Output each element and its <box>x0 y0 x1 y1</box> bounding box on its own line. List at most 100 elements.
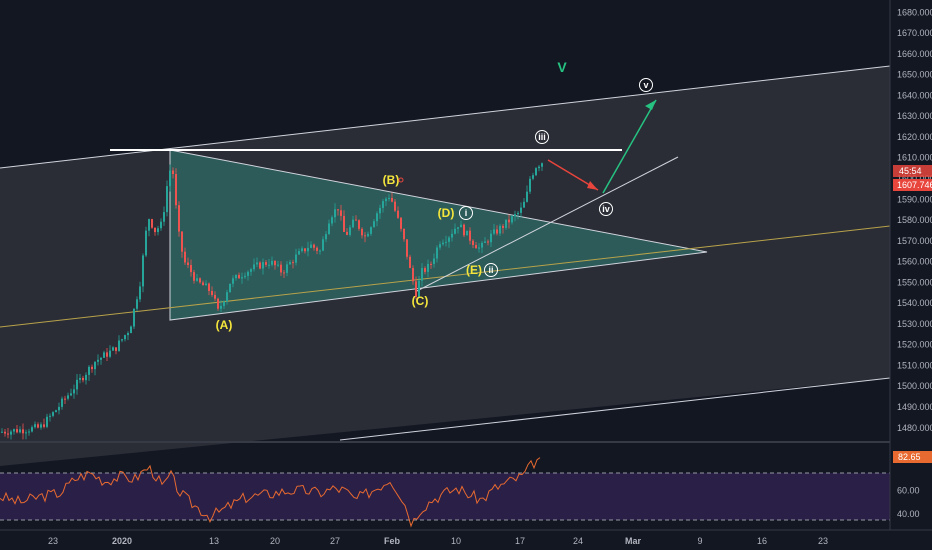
candle-body <box>1 431 3 433</box>
candle-body <box>34 424 36 428</box>
candle-body <box>373 221 375 228</box>
candle-body <box>412 268 414 282</box>
candle-body <box>79 377 81 380</box>
candle-body <box>307 247 309 252</box>
candle-body <box>496 229 498 234</box>
candle-body <box>226 292 228 302</box>
time-axis[interactable] <box>0 530 932 550</box>
candle-body <box>337 209 339 211</box>
candle-body <box>289 262 291 265</box>
candle-body <box>241 277 243 279</box>
candle-body <box>403 228 405 240</box>
candle-body <box>127 333 129 336</box>
candle-body <box>424 268 426 272</box>
price-tick-label: 1540.000 <box>897 298 932 308</box>
channel-lower-line[interactable] <box>339 377 891 441</box>
candle-body <box>463 224 465 236</box>
candle-body <box>121 339 123 341</box>
candle-body <box>46 416 48 427</box>
candle-body <box>505 219 507 228</box>
candle-body <box>73 389 75 394</box>
candle-body <box>211 290 213 295</box>
candle-body <box>148 219 150 231</box>
candle-body <box>94 361 96 370</box>
candle-body <box>385 198 387 202</box>
price-tick-label: 1570.000 <box>897 236 932 246</box>
candle-body <box>262 262 264 269</box>
candle-body <box>349 227 351 235</box>
candlestick-series <box>1 162 543 440</box>
candle-body <box>370 227 372 234</box>
candle-body <box>490 233 492 243</box>
candle-body <box>466 230 468 236</box>
candle-body <box>520 207 522 213</box>
price-tick-labels: 1680.000 1670.000 1660.000 1650.000 1640.000… <box>897 7 932 432</box>
candle-body <box>61 398 63 407</box>
countdown-label: 45:54 <box>899 166 922 176</box>
candle-body <box>430 263 432 265</box>
price-axis[interactable] <box>890 0 932 530</box>
candle-body <box>7 433 9 435</box>
candle-body <box>310 244 312 248</box>
candle-body <box>106 352 108 357</box>
candle-body <box>457 227 459 229</box>
candle-body <box>364 235 366 237</box>
candle-body <box>4 431 6 434</box>
candle-body <box>10 431 12 435</box>
candle-body <box>100 357 102 360</box>
price-tick-label: 1530.000 <box>897 319 932 329</box>
triangle-pattern[interactable] <box>169 149 708 321</box>
candle-body <box>199 278 201 283</box>
candle-body <box>118 340 120 351</box>
candle-body <box>484 241 486 243</box>
candle-body <box>235 274 237 279</box>
time-tick-label: 23 <box>818 536 828 546</box>
candle-body <box>253 264 255 270</box>
green-arrow[interactable] <box>602 99 657 194</box>
candle-body <box>88 366 90 375</box>
candle-body <box>292 262 294 264</box>
time-tick-label: 16 <box>757 536 767 546</box>
candle-body <box>220 305 222 309</box>
candle-body <box>169 170 171 187</box>
candle-body <box>37 424 39 428</box>
candle-body <box>13 429 15 432</box>
price-tick-label: 1650.000 <box>897 70 932 80</box>
candle-body <box>313 244 315 248</box>
trend-line[interactable] <box>414 156 679 293</box>
candle-body <box>391 197 393 202</box>
price-tick-label: 1660.000 <box>897 49 932 59</box>
candle-body <box>508 219 510 223</box>
price-tick-label: 1490.000 <box>897 402 932 412</box>
price-tick-label: 1600.000 <box>897 173 932 183</box>
price-tick-label: 1510.000 <box>897 360 932 370</box>
candle-body <box>184 251 186 263</box>
candle-body <box>271 260 273 265</box>
candle-body <box>145 230 147 256</box>
candle-body <box>202 282 204 286</box>
candle-body <box>499 225 501 234</box>
candle-body <box>154 227 156 233</box>
candle-body <box>151 219 153 228</box>
wave-circle-ii <box>484 263 498 277</box>
candle-body <box>376 213 378 222</box>
candle-body <box>277 264 279 266</box>
candle-body <box>55 410 57 413</box>
time-tick-label: 27 <box>330 536 340 546</box>
time-tick-label: 24 <box>573 536 583 546</box>
candle-body <box>97 359 99 362</box>
time-tick-label: Mar <box>625 536 642 546</box>
candle-body <box>448 237 450 242</box>
candle-body <box>205 283 207 286</box>
candle-body <box>379 207 381 214</box>
candle-body <box>343 215 345 232</box>
candle-body <box>514 214 516 217</box>
candle-body <box>367 233 369 237</box>
candle-body <box>133 308 135 327</box>
candle-body <box>442 242 444 245</box>
price-tick-label: 1680.000 <box>897 7 932 17</box>
wave-label-iv: iv <box>602 204 610 214</box>
rsi-line[interactable] <box>0 457 541 528</box>
